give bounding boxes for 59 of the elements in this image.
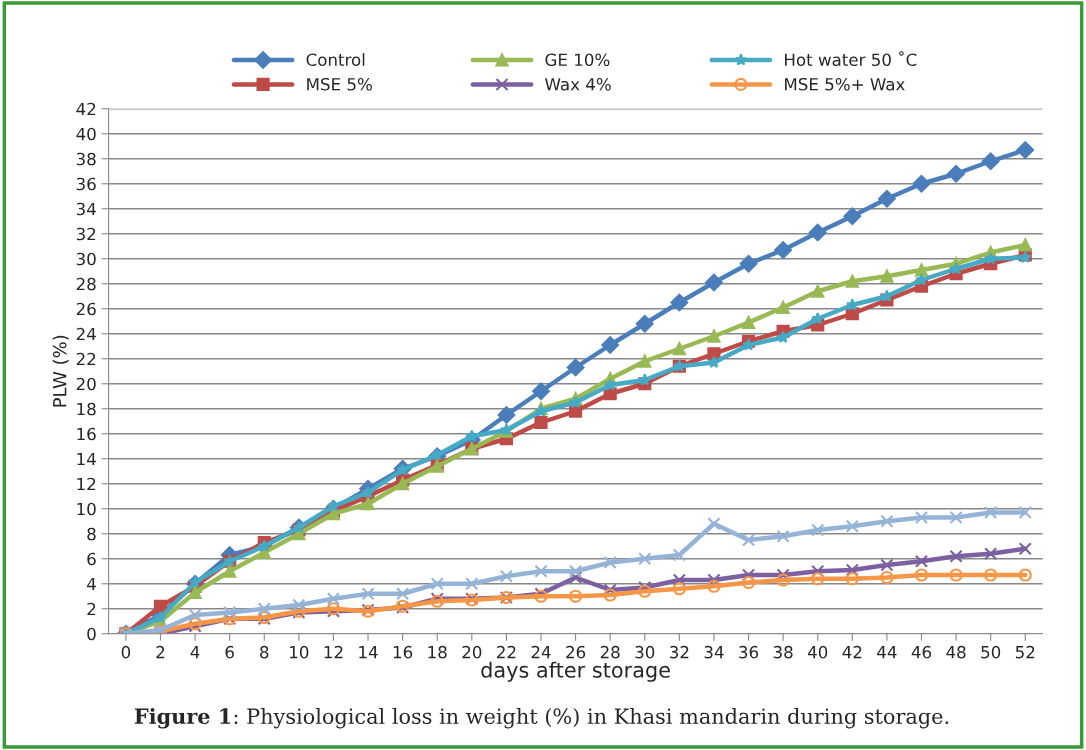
x-tick-label: 10 <box>290 645 309 659</box>
y-tick-label: 10 <box>77 502 96 516</box>
y-tick-label: 40 <box>76 127 96 141</box>
x-tick-label: 26 <box>566 645 586 659</box>
x-tick-label: 46 <box>911 645 932 659</box>
x-tick-label: 8 <box>260 645 269 659</box>
y-tick-label: 18 <box>77 402 96 416</box>
x-tick-label: 0 <box>121 645 131 659</box>
y-tick-label: 4 <box>87 577 96 591</box>
legend-label: MSE 5%+ Wax <box>785 77 905 91</box>
y-tick-label: 8 <box>87 527 96 541</box>
x-tick-label: 24 <box>531 645 551 659</box>
legend-label: MSE 5% <box>307 77 372 91</box>
y-tick-label: 26 <box>76 302 96 316</box>
y-tick-label: 6 <box>87 552 96 566</box>
x-tick-label: 34 <box>704 645 724 659</box>
x-tick-label: 32 <box>670 645 689 659</box>
x-tick-label: 36 <box>739 645 759 659</box>
x-tick-label: 38 <box>773 645 793 659</box>
caption: Figure 1 <box>134 707 231 729</box>
x-tick-label: 16 <box>393 645 413 659</box>
y-tick-label: 2 <box>87 602 96 616</box>
x-tick-label: 18 <box>428 645 447 659</box>
text: : Physiological loss in weight (%) in Khasi mandarin during storage. <box>234 707 949 729</box>
x-tick-label: 52 <box>1015 645 1035 659</box>
x-tick-label: 6 <box>225 645 234 659</box>
y-tick-label: 0 <box>87 627 96 641</box>
y-tick-label: 32 <box>76 227 96 241</box>
y-tick-label: 34 <box>76 202 96 216</box>
x-tick-label: 14 <box>359 646 378 659</box>
y-tick-label: 36 <box>76 177 96 191</box>
x-tick-label: 30 <box>635 645 655 659</box>
y-tick-label: 28 <box>76 277 96 291</box>
x-tick-label: 12 <box>324 645 343 659</box>
y-tick-label: 12 <box>77 477 96 491</box>
x-tick-label: 42 <box>842 645 862 659</box>
x-tick-label: 28 <box>600 645 620 659</box>
y-tick-label: 38 <box>76 152 96 166</box>
y-tick-label: 14 <box>77 452 96 466</box>
x-tick-label: 48 <box>946 645 966 659</box>
x-tick-label: 20 <box>462 645 482 659</box>
x-tick-label: 40 <box>807 645 828 659</box>
y-tick-label: 16 <box>77 427 96 441</box>
x-tick-label: 50 <box>981 645 1001 659</box>
y-tick-label: 22 <box>76 352 96 366</box>
y-tick-label: 42 <box>76 102 96 116</box>
x-axis-title: days after storage <box>481 661 670 682</box>
legend-label: Control <box>306 53 365 67</box>
x-tick-label: 2 <box>156 645 165 659</box>
x-tick-label: 22 <box>497 645 516 659</box>
y-tick-label: 24 <box>76 327 96 341</box>
legend-label: Wax 4% <box>545 77 611 91</box>
y-tick-label: 20 <box>76 377 96 391</box>
x-tick-label: 44 <box>877 646 897 659</box>
y-tick-label: 30 <box>76 252 96 266</box>
legend-label: Hot water 50 ˚C <box>785 51 917 67</box>
y-axis-title: PLW (%) <box>52 335 69 407</box>
x-tick-label: 4 <box>190 646 200 659</box>
legend-label: GE 10% <box>545 53 610 67</box>
